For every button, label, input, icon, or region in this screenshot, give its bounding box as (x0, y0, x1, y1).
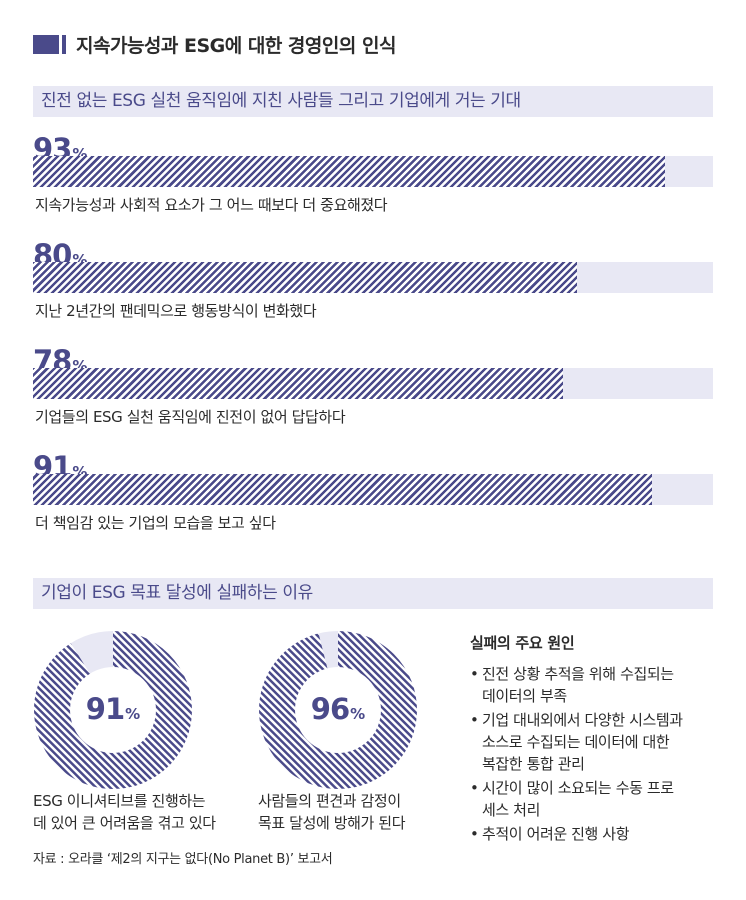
donut-caption-line: 목표 달성에 방해가 된다 (258, 814, 406, 832)
percent-sign: % (350, 705, 366, 723)
failure-causes-panel: 실패의 주요 원인 • 진전 상황 추적을 위해 수집되는 데이터의 부족 • 기업 대… (470, 632, 720, 847)
donut-value-label: 91% (33, 692, 193, 726)
donut-value-label: 96% (258, 692, 418, 726)
chart-title: 지속가능성과 ESG에 대한 경영인의 인식 (33, 33, 396, 57)
donut-value-number: 96 (310, 692, 350, 726)
section-heading-failure-reasons: 기업이 ESG 목표 달성에 실패하는 이유 (33, 578, 713, 609)
failure-cause-line: 추적이 어려운 진행 사항 (482, 825, 630, 843)
donut-svg (259, 631, 417, 789)
bar (33, 474, 652, 505)
failure-cause-line: 진전 상황 추적을 위해 수집되는 (482, 665, 674, 683)
bar (33, 262, 577, 293)
bar (33, 156, 666, 187)
bar-category-label: 지난 2년간의 팬데믹으로 행동방식이 변화했다 (35, 302, 317, 320)
bar-track (33, 474, 713, 505)
failure-cause-line: 시간이 많이 소요되는 수동 프로 (482, 779, 674, 797)
bar-category-label: 더 책임감 있는 기업의 모습을 보고 싶다 (35, 514, 276, 532)
donut-caption-line: 사람들의 편견과 감정이 (258, 792, 401, 810)
donut-slice (259, 631, 417, 789)
failure-cause-item: • 추적이 어려운 진행 사항 (470, 823, 720, 845)
percent-sign: % (125, 705, 141, 723)
bullet-icon: • (470, 665, 479, 683)
failure-causes-list: • 진전 상황 추적을 위해 수집되는 데이터의 부족 • 기업 대내외에서 다양한 시… (470, 663, 720, 845)
failure-cause-line: 세스 처리 (482, 801, 540, 819)
bullet-icon: • (470, 825, 479, 843)
donut-value-number: 91 (85, 692, 125, 726)
bar-track (33, 262, 713, 293)
bullet-icon: • (470, 711, 479, 729)
failure-cause-line: 복잡한 통합 관리 (482, 755, 585, 773)
bullet-icon: • (470, 779, 479, 797)
failure-cause-line: 기업 대내외에서 다양한 시스템과 (482, 711, 683, 729)
page-title: 지속가능성과 ESG에 대한 경영인의 인식 (76, 34, 396, 57)
donut-caption-line: ESG 이니셔티브를 진행하는 (33, 792, 206, 810)
bar-track (33, 156, 713, 187)
bar-track (33, 368, 713, 399)
source-note: 자료 : 오라클 ‘제2의 지구는 없다(No Planet B)’ 보고서 (33, 852, 333, 867)
bar (33, 368, 564, 399)
failure-cause-line: 데이터의 부족 (482, 687, 567, 705)
donut-slice (34, 631, 192, 789)
donut: 91% (33, 630, 193, 790)
section-heading-expectations: 진전 없는 ESG 실천 움직임에 지친 사람들 그리고 기업에게 거는 기대 (33, 86, 713, 117)
title-marker-block (33, 34, 59, 54)
donut-svg (34, 631, 192, 789)
bar-category-label: 지속가능성과 사회적 요소가 그 어느 때보다 더 중요해졌다 (35, 196, 388, 214)
bar-category-label: 기업들의 ESG 실천 움직임에 진전이 없어 답답하다 (35, 408, 346, 426)
donut-caption-line: 데 있어 큰 어려움을 겪고 있다 (33, 814, 216, 832)
title-marker-bar (62, 34, 66, 54)
donut: 96% (258, 630, 418, 790)
failure-cause-line: 소스로 수집되는 데이터에 대한 (482, 733, 670, 751)
failure-causes-heading: 실패의 주요 원인 (470, 634, 575, 652)
